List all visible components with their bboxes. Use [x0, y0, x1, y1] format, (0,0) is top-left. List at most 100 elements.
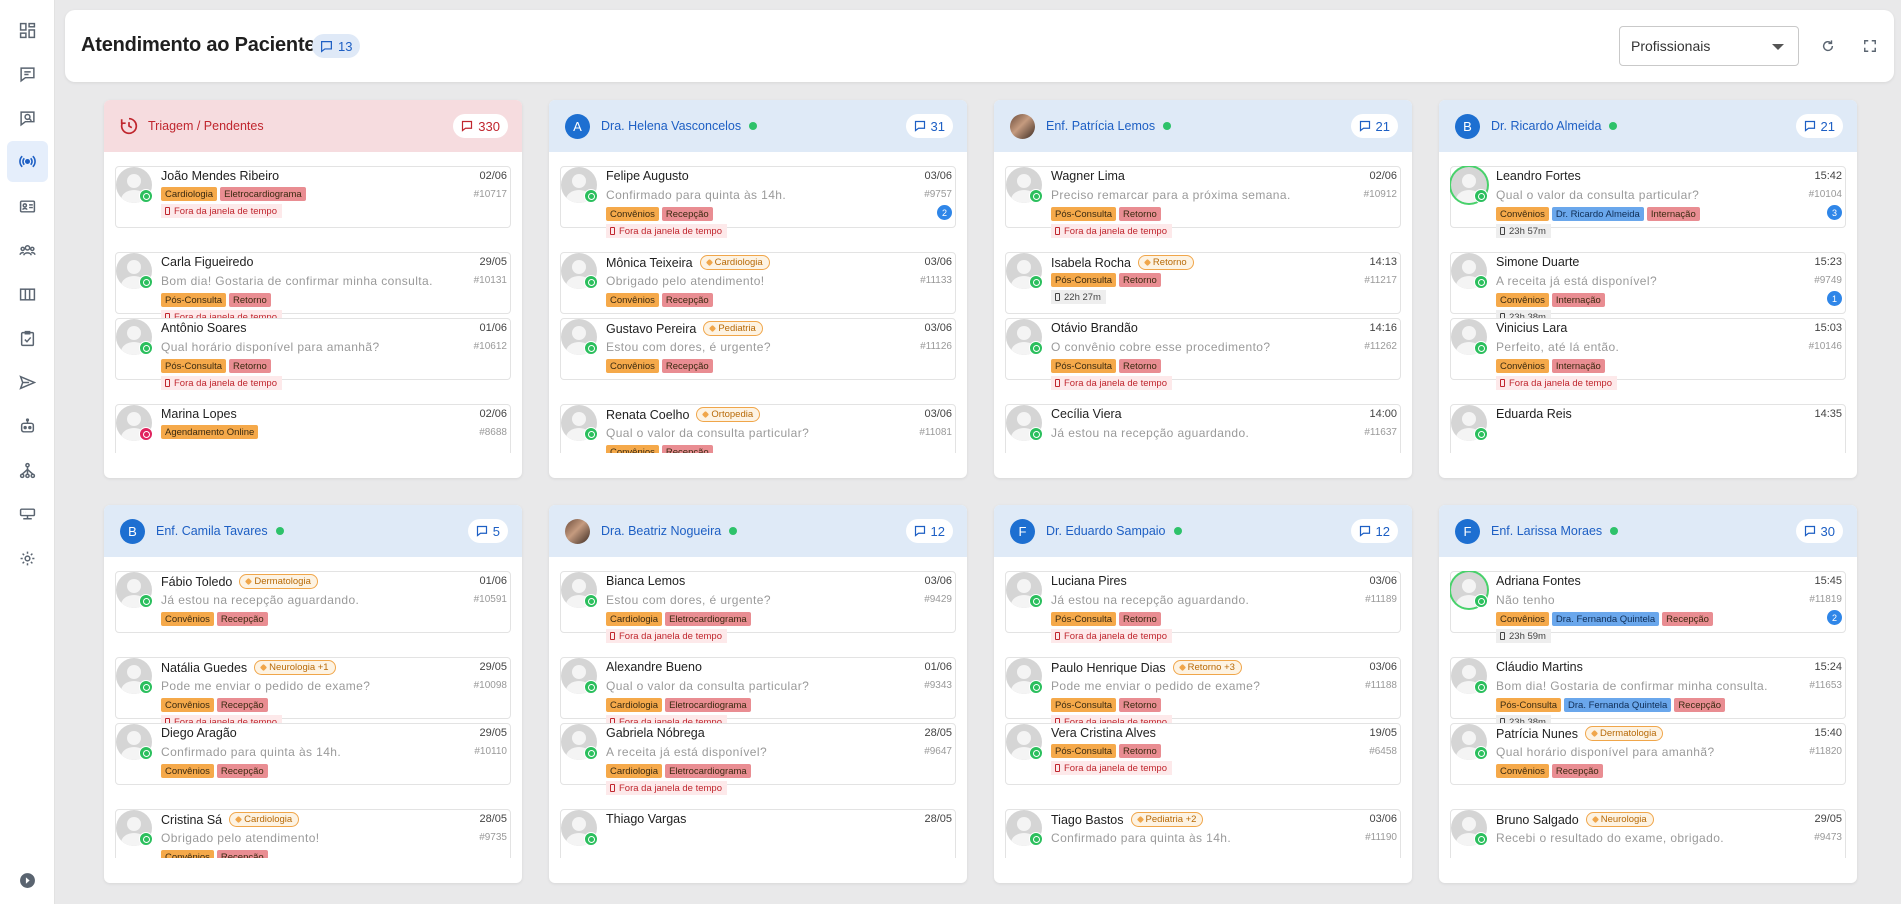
topic-badge: Neurologia +1: [254, 660, 336, 675]
contact-name: Luciana Pires: [1051, 574, 1127, 588]
chat-card[interactable]: Marina Lopes 02/06 #8688 Agendamento Online: [115, 404, 511, 453]
tag: Pós-Consulta: [161, 293, 227, 307]
chat-icon: [1359, 525, 1371, 537]
chat-card[interactable]: Mônica Teixeira Cardiologia 03/06 #11133 Obr…: [560, 252, 956, 314]
column-count-badge: 21: [1350, 114, 1398, 138]
column-title[interactable]: Dra. Helena Vasconcelos: [601, 119, 742, 133]
chat-card[interactable]: Felipe Augusto 03/06 #9757 Confirmado para …: [560, 166, 956, 238]
bot-icon[interactable]: [7, 406, 48, 447]
message-time: 29/05: [1814, 813, 1842, 825]
column-title[interactable]: Dr. Ricardo Almeida: [1491, 119, 1602, 133]
column-title[interactable]: Enf. Larissa Moraes: [1491, 524, 1603, 538]
tag: Recepção: [661, 293, 713, 307]
tag-list: Convênios Recepção: [606, 359, 713, 373]
status-text: Fora da janela de tempo: [619, 716, 722, 728]
contact-name: Otávio Brandão: [1051, 321, 1138, 335]
settings-icon[interactable]: [7, 538, 48, 579]
chat-card[interactable]: Luciana Pires 03/06 #11189 Já estou na rece…: [1005, 571, 1401, 643]
chat-card[interactable]: Antônio Soares 01/06 #10612 Qual horário di…: [115, 318, 511, 390]
chat-card[interactable]: Leandro Fortes 15:42 #10104 Qual o valor da…: [1450, 166, 1846, 238]
fullscreen-button[interactable]: [1860, 36, 1880, 56]
chat-card[interactable]: Renata Coelho Ortopedia 03/06 #11081 Qual o …: [560, 404, 956, 453]
search-chat-icon[interactable]: [7, 98, 48, 139]
ticket-number: #10717: [473, 189, 507, 200]
out-of-window-badge: Fora da janela de tempo: [1051, 761, 1172, 775]
send-icon[interactable]: [7, 362, 48, 403]
contact-card-icon[interactable]: [7, 186, 48, 227]
chat-card[interactable]: João Mendes Ribeiro 02/06 #10717 Cardiologi…: [115, 166, 511, 228]
message-time: 02/06: [479, 170, 507, 182]
chat-card[interactable]: Alexandre Bueno 01/06 #9343 Qual o valor da…: [560, 657, 956, 729]
chat-card[interactable]: Thiago Vargas 28/05: [560, 809, 956, 858]
page-header: Atendimento ao Paciente 13 Profissionais: [65, 10, 1894, 82]
chat-card[interactable]: Patrícia Nunes Dermatologia 15:40 #11820 Qua…: [1450, 723, 1846, 785]
ticket-number: #9343: [924, 680, 952, 691]
tag: Pós-Consulta: [1051, 612, 1117, 626]
topic-badge: Dermatologia: [239, 574, 318, 589]
chat-card[interactable]: Cecília Viera 14:00 #11637 Já estou na rece…: [1005, 404, 1401, 453]
chat-card[interactable]: Adriana Fontes 15:45 #11819 Não tenho Convên…: [1450, 571, 1846, 643]
contact-name-row: Thiago Vargas: [606, 812, 686, 826]
last-message: Confirmado para quinta às 14h.: [1051, 831, 1232, 845]
contact-name-row: Cecília Viera: [1051, 407, 1122, 421]
chat-card[interactable]: Wagner Lima 02/06 #10912 Preciso remarcar p…: [1005, 166, 1401, 238]
chat-card[interactable]: Carla Figueiredo 29/05 #10131 Bom dia! Gost…: [115, 252, 511, 324]
dashboard-icon[interactable]: [7, 10, 48, 51]
message-time: 03/06: [924, 256, 952, 268]
topic-badge: Cardiologia: [229, 812, 300, 827]
tag: Pós-Consulta: [1496, 698, 1562, 712]
column-title[interactable]: Dr. Eduardo Sampaio: [1046, 524, 1166, 538]
chat-card[interactable]: Gustavo Pereira Pediatria 03/06 #11126 Estou…: [560, 318, 956, 380]
whatsapp-icon: [1029, 275, 1043, 289]
contact-name-row: Mônica Teixeira Cardiologia: [606, 255, 770, 270]
tag: Internação: [1551, 359, 1605, 373]
ticket-number: #10098: [473, 680, 507, 691]
status-text: 23h 38m: [1509, 716, 1546, 728]
chat-card[interactable]: Eduarda Reis 14:35: [1450, 404, 1846, 453]
chat-card[interactable]: Vera Cristina Alves 19/05 #6458 Pós-Consult…: [1005, 723, 1401, 785]
checklist-icon[interactable]: [7, 318, 48, 359]
refresh-button[interactable]: [1818, 36, 1838, 56]
tag: Pós-Consulta: [1051, 744, 1117, 758]
chat-icon[interactable]: [7, 54, 48, 95]
flow-icon[interactable]: [7, 450, 48, 491]
chat-card[interactable]: Diego Aragão 29/05 #10110 Confirmado para q…: [115, 723, 511, 785]
expand-sidebar-icon[interactable]: [7, 860, 48, 901]
chat-card[interactable]: Natália Guedes Neurologia +1 29/05 #10098 Po…: [115, 657, 511, 729]
contact-name: Fábio Toledo: [161, 574, 233, 589]
last-message: Perfeito, até lá então.: [1496, 340, 1620, 354]
chat-card[interactable]: Vinicius Lara 15:03 #10146 Perfeito, até lá…: [1450, 318, 1846, 390]
column-title[interactable]: Enf. Camila Tavares: [156, 524, 268, 538]
users-icon[interactable]: [7, 230, 48, 271]
columns-icon[interactable]: [7, 274, 48, 315]
contact-name: Cristina Sá: [161, 812, 223, 827]
chat-card[interactable]: Tiago Bastos Pediatria +2 03/06 #11190 Confi…: [1005, 809, 1401, 858]
chat-card[interactable]: Isabela Rocha Retorno 14:13 #11217 Pós-Consu…: [1005, 252, 1401, 314]
tag-list: Convênios Recepção: [606, 445, 713, 453]
chat-card[interactable]: Otávio Brandão 14:16 #11262 O convênio cobr…: [1005, 318, 1401, 390]
chat-card[interactable]: Paulo Henrique Dias Retorno +3 03/06 #11188…: [1005, 657, 1401, 729]
chat-card[interactable]: Cláudio Martins 15:24 #11653 Bom dia! Gosta…: [1450, 657, 1846, 729]
professionals-select[interactable]: Profissionais: [1619, 26, 1799, 66]
message-time: 28/05: [479, 813, 507, 825]
message-time: 15:03: [1814, 322, 1842, 334]
whatsapp-icon: [1029, 832, 1043, 846]
chat-card[interactable]: Bianca Lemos 03/06 #9429 Estou com dores, é…: [560, 571, 956, 643]
message-time: 19/05: [1369, 727, 1397, 739]
chat-card[interactable]: Simone Duarte 15:23 #9749 A receita já está…: [1450, 252, 1846, 324]
device-icon[interactable]: [7, 494, 48, 535]
contact-name: Thiago Vargas: [606, 812, 687, 826]
column-title[interactable]: Enf. Patrícia Lemos: [1046, 119, 1156, 133]
chat-card[interactable]: Fábio Toledo Dermatologia 01/06 #10591 Já es…: [115, 571, 511, 633]
tag-list: Pós-Consulta Retorno: [1051, 207, 1161, 221]
broadcast-icon[interactable]: [7, 141, 48, 182]
chat-card[interactable]: Gabriela Nóbrega 28/05 #9647 A receita já e…: [560, 723, 956, 795]
column-title[interactable]: Dra. Beatriz Nogueira: [601, 524, 722, 538]
chat-card[interactable]: Cristina Sá Cardiologia 28/05 #9735 Obrigado…: [115, 809, 511, 858]
chat-icon: [1804, 525, 1816, 537]
chat-card[interactable]: Bruno Salgado Neurologia 29/05 #9473 Recebi …: [1450, 809, 1846, 858]
contact-name-row: Bruno Salgado Neurologia: [1496, 812, 1654, 827]
column-count-badge: 330: [453, 114, 508, 138]
column-title[interactable]: Triagem / Pendentes: [148, 119, 264, 133]
column-card-list: João Mendes Ribeiro 02/06 #10717 Cardiologi…: [115, 166, 511, 453]
